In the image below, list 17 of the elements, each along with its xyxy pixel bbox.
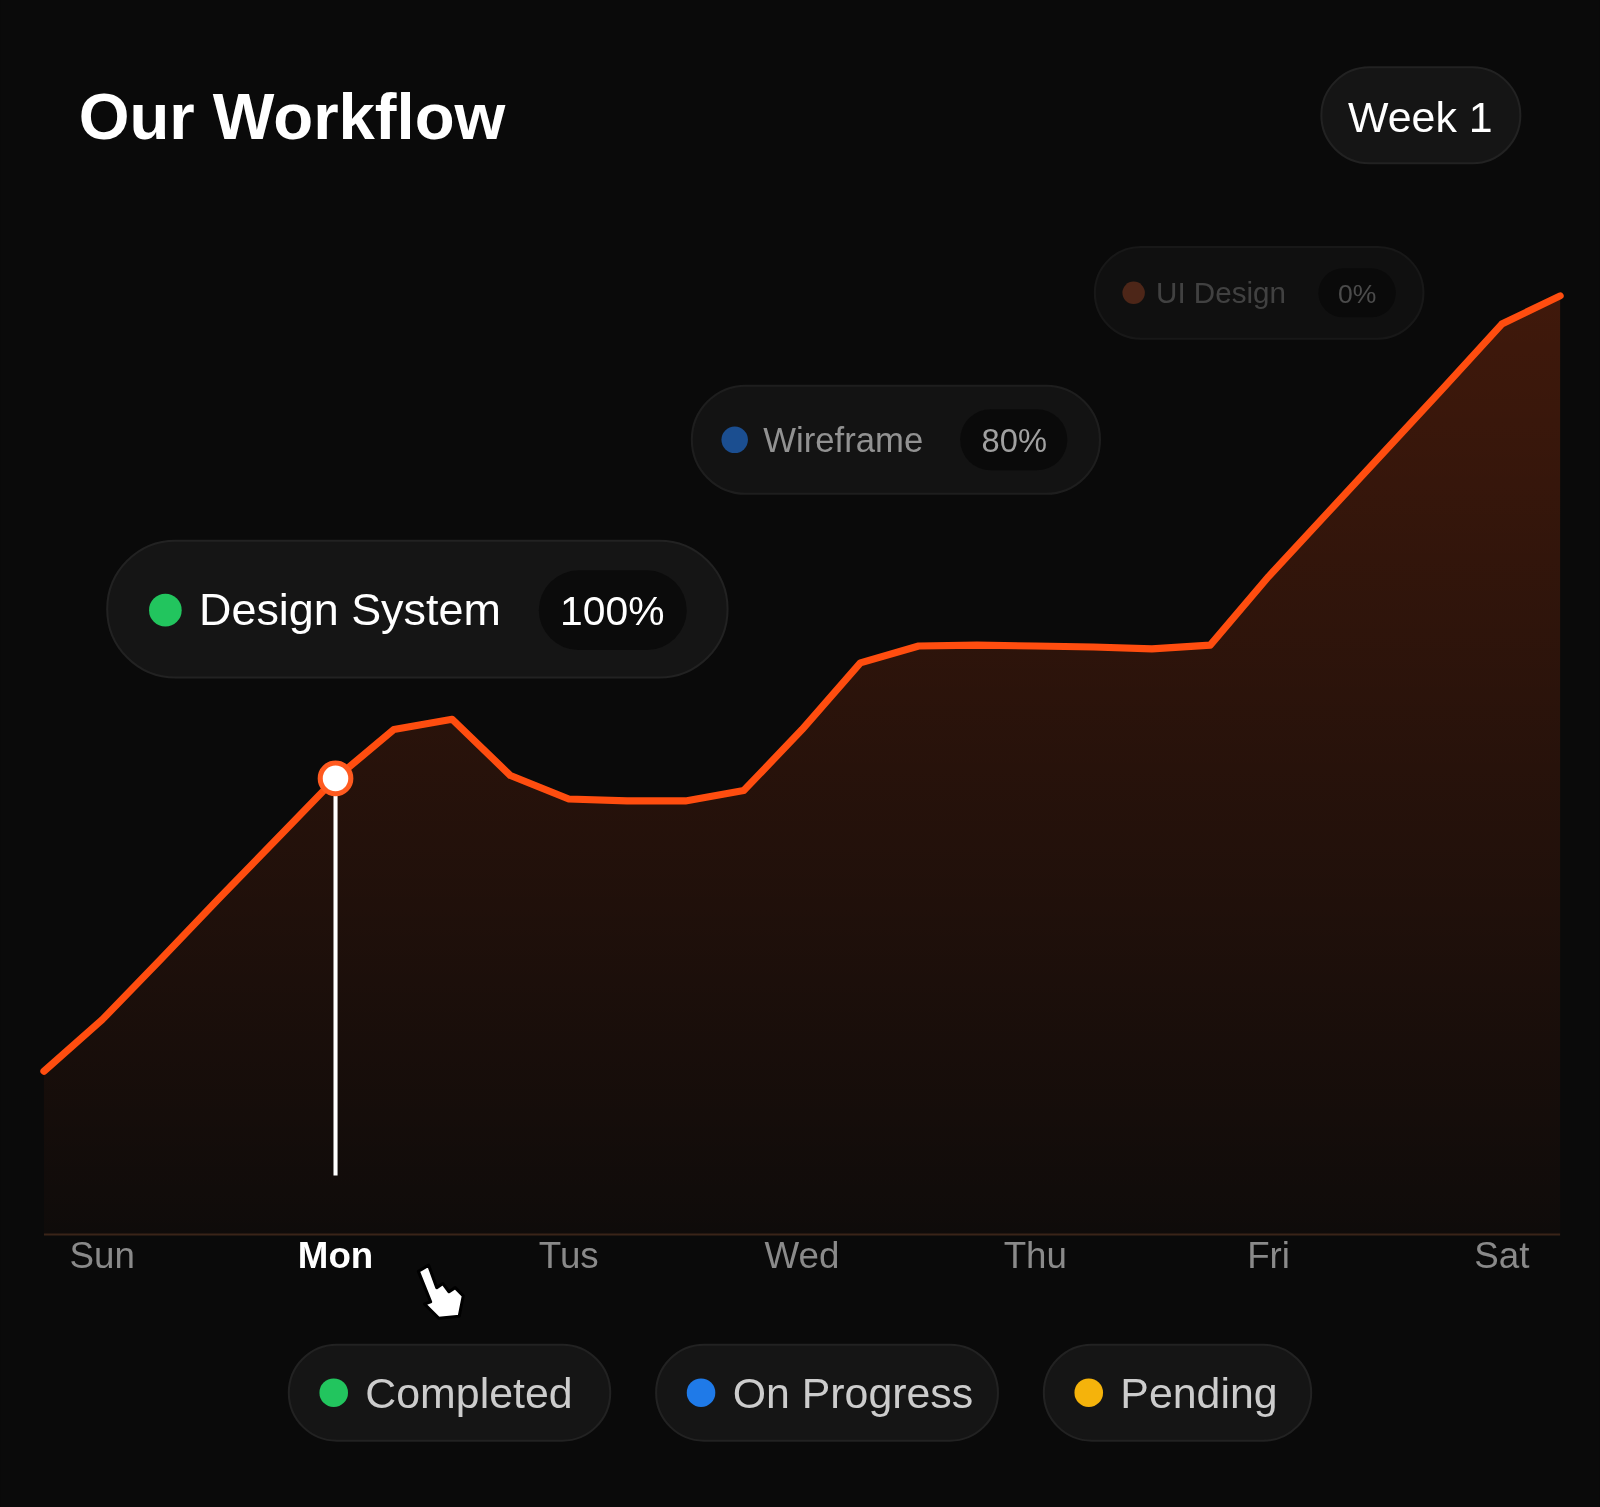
annotation: Wireframe — [763, 421, 924, 459]
annotation: 80% — [981, 422, 1047, 459]
x-tick-label: Tus — [538, 1235, 599, 1277]
text: Completed — [365, 1369, 573, 1418]
text: Pending — [1120, 1369, 1278, 1418]
x-tick-label: Thu — [1003, 1235, 1067, 1277]
x-tick-label: Wed — [764, 1235, 840, 1277]
x-tick-label: Sat — [1474, 1235, 1530, 1277]
x-tick-label: Sun — [69, 1235, 135, 1277]
x-tick-label: Mon — [297, 1235, 374, 1277]
chart-title: Our Workflow — [78, 79, 506, 153]
annotation: Design System — [199, 584, 501, 636]
annotation: 0% — [1337, 279, 1377, 310]
annotation: 100% — [560, 588, 665, 635]
x-tick-label: Fri — [1247, 1235, 1290, 1277]
text: On Progress — [732, 1369, 974, 1418]
text: Week 1 — [1348, 92, 1493, 141]
